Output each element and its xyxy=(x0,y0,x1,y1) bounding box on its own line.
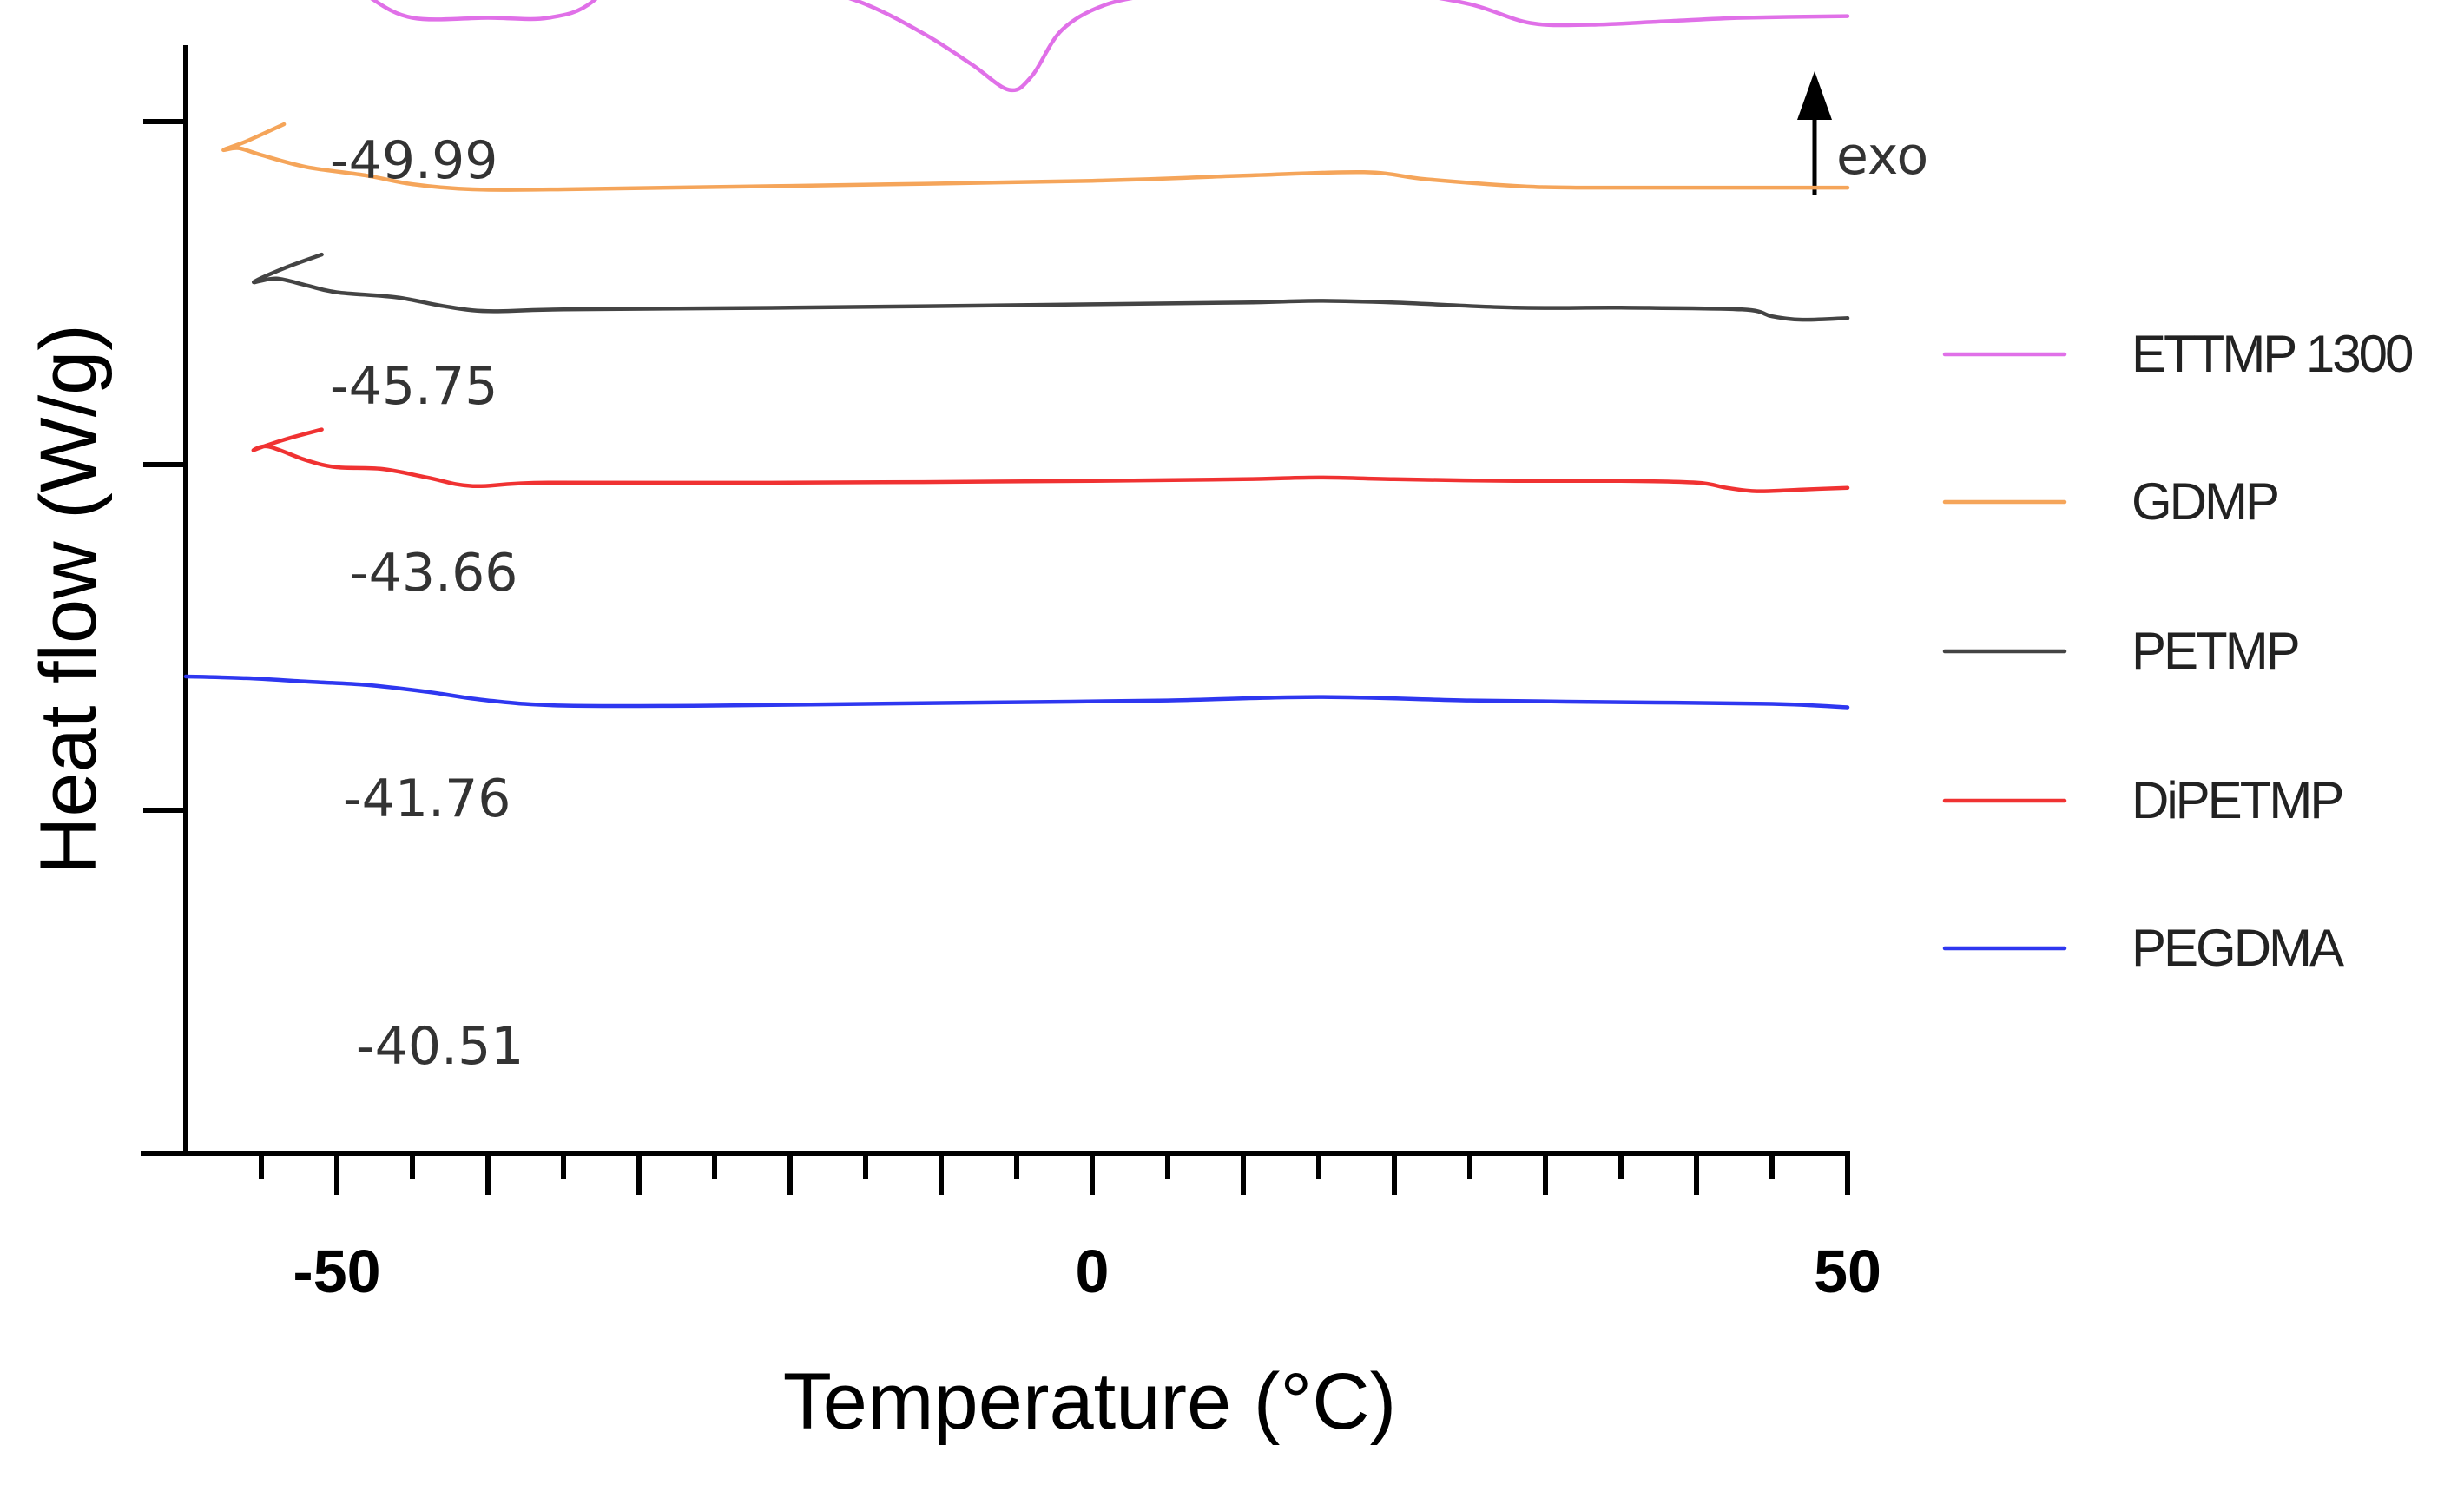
tg-label-pegdma: -40.51 xyxy=(356,1016,524,1077)
series-line-ettmp-1300 xyxy=(370,0,1850,93)
x-ticks xyxy=(259,1153,1850,1195)
tg-label-gdmp: -45.75 xyxy=(330,356,497,417)
axes: -50 0 50 xyxy=(141,45,1881,1305)
legend-item-pegdma: PEGDMA xyxy=(1942,919,2347,977)
legend-label: DiPETMP xyxy=(2131,771,2342,829)
exo-indicator: exo xyxy=(1797,71,1928,195)
legend-item-ettmp-1300: ETTMP 1300 xyxy=(1942,325,2415,383)
legend-label: GDMP xyxy=(2131,472,2277,531)
legend-label: PETMP xyxy=(2131,622,2298,680)
x-tick-label: -50 xyxy=(293,1238,380,1305)
tg-label-ettmp-1300: -49.99 xyxy=(330,130,497,191)
legend-label: ETTMP 1300 xyxy=(2131,325,2413,383)
x-tick-label: 50 xyxy=(1814,1238,1881,1305)
x-tick-labels: -50 0 50 xyxy=(293,1238,1881,1305)
y-axis-label: Heat flow (W/g) xyxy=(24,324,113,874)
legend-label: PEGDMA xyxy=(2131,919,2344,977)
series-line-gdmp xyxy=(221,122,1850,192)
legend: ETTMP 1300 GDMP PETMP DiPETMP PEGDMA xyxy=(1942,325,2415,977)
x-axis-label: Temperature (°C) xyxy=(783,1357,1397,1446)
legend-item-dipetmp: DiPETMP xyxy=(1942,771,2344,829)
legend-item-gdmp: GDMP xyxy=(1942,472,2280,531)
tg-labels: -49.99 -45.75 -43.66 -41.76 -40.51 xyxy=(330,130,524,1077)
exo-arrow-icon xyxy=(1797,71,1832,120)
x-tick-label: 0 xyxy=(1076,1238,1110,1305)
tg-label-dipetmp: -41.76 xyxy=(343,769,511,829)
exo-label: exo xyxy=(1836,126,1928,187)
series-line-pegdma xyxy=(183,674,1850,710)
series-line-petmp xyxy=(252,252,1850,322)
series-line-dipetmp xyxy=(251,427,1850,493)
series-lines xyxy=(183,0,1850,710)
legend-item-petmp: PETMP xyxy=(1942,622,2301,680)
tg-label-petmp: -43.66 xyxy=(350,543,517,604)
